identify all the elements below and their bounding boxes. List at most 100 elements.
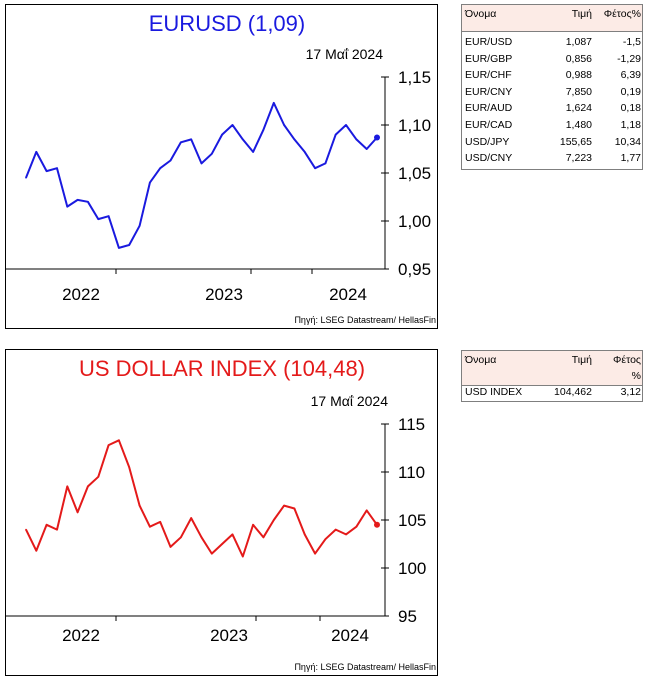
data-point — [35, 151, 38, 153]
x-tick-label: 2024 — [331, 626, 369, 645]
cell-price: 1,087 — [565, 36, 592, 48]
data-point — [211, 153, 213, 155]
data-point — [97, 218, 100, 220]
cell-price: 1,480 — [565, 119, 592, 131]
data-point — [252, 151, 254, 153]
cell-price: 155,65 — [559, 135, 592, 148]
cell-name: EUR/GBP — [465, 52, 513, 65]
cell-ytd: -1,29 — [617, 52, 641, 65]
data-point — [87, 485, 89, 488]
data-point — [200, 536, 203, 539]
data-point — [107, 215, 110, 217]
y-tick-label: 110 — [398, 463, 425, 482]
data-point — [365, 148, 368, 150]
data-point — [138, 225, 141, 227]
data-point — [159, 167, 162, 169]
last-value-marker — [374, 134, 380, 141]
header-ytd: Φέτος% — [603, 8, 641, 20]
cell-price: 1,624 — [565, 102, 592, 115]
chart-date: 17 Μαΐ 2024 — [311, 393, 389, 409]
data-point — [334, 528, 337, 531]
data-point — [76, 511, 79, 514]
data-point — [138, 504, 141, 507]
data-point — [262, 129, 265, 131]
data-point — [272, 102, 275, 104]
cell-name: EUR/USD — [465, 36, 513, 48]
y-tick-label: 100 — [398, 559, 426, 578]
cell-price: 7,850 — [565, 85, 592, 98]
eurusd-chart-panel: EURUSD (1,09) 17 Μαΐ 2024 1,15 1,10 1,05 1,00… — [5, 4, 438, 329]
data-point — [56, 528, 58, 531]
data-point — [221, 543, 223, 545]
fx-rates-table: Όνομα Τιμή Φέτος% EUR/USD 1,087 -1,5 EUR/GB… — [461, 4, 643, 170]
data-point — [25, 528, 27, 531]
chart-source: Πηγή: LSEG Datastream/ HellasFin — [294, 662, 436, 672]
data-point — [25, 177, 27, 179]
data-point — [200, 162, 203, 165]
data-point — [272, 519, 275, 521]
cell-name: EUR/CNY — [465, 85, 513, 98]
data-point — [45, 524, 48, 526]
data-point — [355, 525, 358, 528]
data-point — [355, 138, 358, 141]
cell-ytd: -1,5 — [622, 36, 641, 48]
cell-ytd: 6,39 — [620, 69, 641, 82]
x-tick-label: 2023 — [205, 285, 243, 304]
y-tick-label: 105 — [398, 511, 426, 530]
data-point — [128, 244, 131, 246]
data-point — [252, 524, 254, 526]
data-point — [45, 170, 48, 172]
data-point — [128, 466, 131, 468]
x-tick-label: 2023 — [210, 626, 248, 645]
y-tick-label: 95 — [398, 607, 417, 626]
data-point — [76, 199, 79, 201]
y-tick-label: 1,00 — [398, 212, 431, 231]
data-point — [35, 549, 38, 552]
header-price: Τιμή — [571, 8, 592, 20]
data-point — [345, 533, 347, 536]
data-point — [324, 538, 327, 540]
cell-ytd: 1,18 — [620, 119, 641, 131]
header-name: Όνομα — [465, 8, 497, 20]
data-point — [221, 133, 223, 136]
cell-price: 0,856 — [565, 52, 592, 65]
data-point — [293, 138, 296, 141]
data-point — [87, 201, 89, 203]
cell-ytd: 0,19 — [620, 85, 641, 98]
x-tick-label: 2024 — [329, 285, 367, 304]
x-tick-label: 2022 — [62, 285, 100, 304]
data-point — [190, 138, 192, 141]
series-line — [25, 101, 378, 249]
data-point — [262, 536, 265, 539]
cell-name: EUR/AUD — [465, 102, 513, 115]
data-point — [66, 205, 69, 208]
cell-name: USD INDEX — [465, 386, 523, 398]
x-tick-label: 2022 — [62, 626, 100, 645]
y-tick-label: 1,15 — [398, 68, 431, 87]
cell-price: 104,462 — [554, 386, 592, 398]
data-point — [231, 533, 234, 536]
data-point — [283, 504, 285, 507]
data-point — [231, 124, 234, 126]
data-point — [334, 133, 337, 136]
data-point — [190, 517, 192, 519]
y-tick-label: 115 — [398, 415, 425, 434]
data-point — [169, 546, 172, 548]
data-point — [293, 507, 296, 510]
data-point — [241, 555, 244, 558]
data-point — [149, 181, 151, 184]
cell-ytd: 1,77 — [620, 152, 641, 165]
last-value-marker — [374, 521, 380, 528]
data-point — [118, 247, 120, 249]
data-point — [66, 485, 69, 488]
data-point — [211, 552, 213, 555]
y-tick-label: 1,10 — [398, 116, 431, 135]
data-point — [169, 159, 172, 162]
data-point — [107, 444, 110, 446]
data-point — [241, 138, 244, 141]
header-ytd-percent: % — [631, 370, 641, 382]
chart-title: EURUSD (1,09) — [149, 11, 305, 36]
data-point — [180, 141, 182, 144]
data-point — [314, 167, 316, 169]
cell-name: EUR/CAD — [465, 119, 513, 131]
